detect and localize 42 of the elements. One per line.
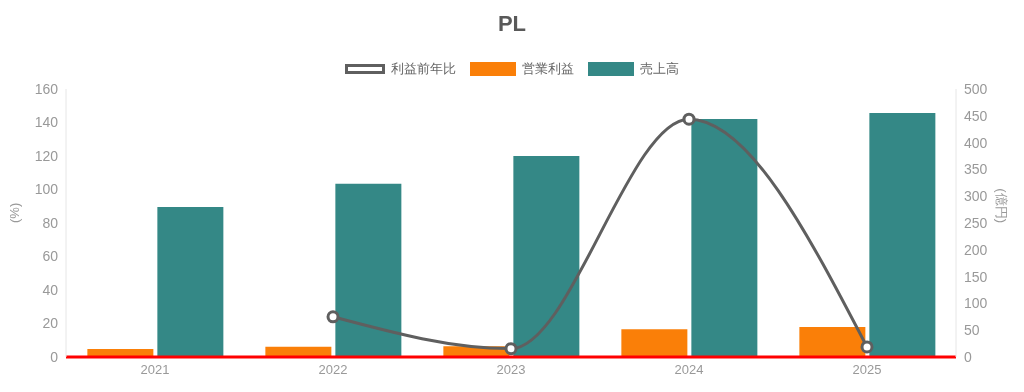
y-tick-label: 80 bbox=[42, 214, 59, 231]
point bbox=[504, 342, 518, 356]
bar bbox=[621, 329, 688, 357]
y-tick-label: 20 bbox=[42, 315, 59, 332]
y-tick-label: 140 bbox=[34, 114, 59, 131]
y2-axis-title: (億円) bbox=[994, 188, 1010, 223]
x-tick-label: 2022 bbox=[318, 362, 348, 378]
y-tick-label: 0 bbox=[50, 348, 59, 365]
x-tick-label: 2021 bbox=[140, 362, 170, 378]
bar bbox=[691, 119, 758, 357]
y2-tick-label: 300 bbox=[964, 188, 988, 205]
x-tick-label: 2025 bbox=[852, 362, 882, 378]
y2-tick-label: 250 bbox=[964, 214, 988, 231]
bar bbox=[157, 206, 224, 357]
y-tick-label: 40 bbox=[42, 281, 59, 298]
legend-label: 利益前年比 bbox=[391, 60, 456, 78]
y2-tick-label: 100 bbox=[964, 295, 988, 312]
y2-tick-label: 500 bbox=[964, 80, 988, 97]
legend-label: 売上高 bbox=[640, 60, 679, 78]
bar bbox=[513, 156, 580, 357]
point bbox=[326, 310, 340, 324]
y-tick-label: 100 bbox=[34, 181, 59, 198]
y2-tick-label: 400 bbox=[964, 134, 988, 151]
legend-label: 営業利益 bbox=[522, 60, 574, 78]
y2-tick-label: 200 bbox=[964, 241, 988, 258]
bar bbox=[869, 113, 936, 357]
chart-title: PL bbox=[496, 10, 528, 38]
y-tick-label: 60 bbox=[42, 248, 59, 265]
y2-tick-label: 50 bbox=[964, 322, 980, 339]
y2-tick-label: 450 bbox=[964, 107, 988, 124]
bar bbox=[799, 326, 866, 357]
y2-tick-label: 350 bbox=[964, 161, 988, 178]
point bbox=[682, 112, 696, 126]
y-axis-title: (%) bbox=[6, 202, 22, 223]
y2-tick-label: 150 bbox=[964, 268, 988, 285]
x-tick-label: 2024 bbox=[674, 362, 704, 378]
y-tick-label: 160 bbox=[34, 80, 59, 97]
y-tick-label: 120 bbox=[34, 147, 59, 164]
bar bbox=[335, 183, 402, 357]
point bbox=[860, 340, 874, 354]
y2-tick-label: 0 bbox=[964, 348, 972, 365]
x-tick-label: 2023 bbox=[496, 362, 526, 378]
